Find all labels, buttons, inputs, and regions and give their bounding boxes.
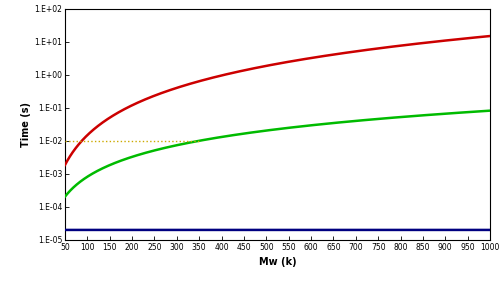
Y-axis label: Time (s): Time (s) — [22, 102, 32, 147]
X-axis label: Mw (k): Mw (k) — [258, 257, 296, 267]
